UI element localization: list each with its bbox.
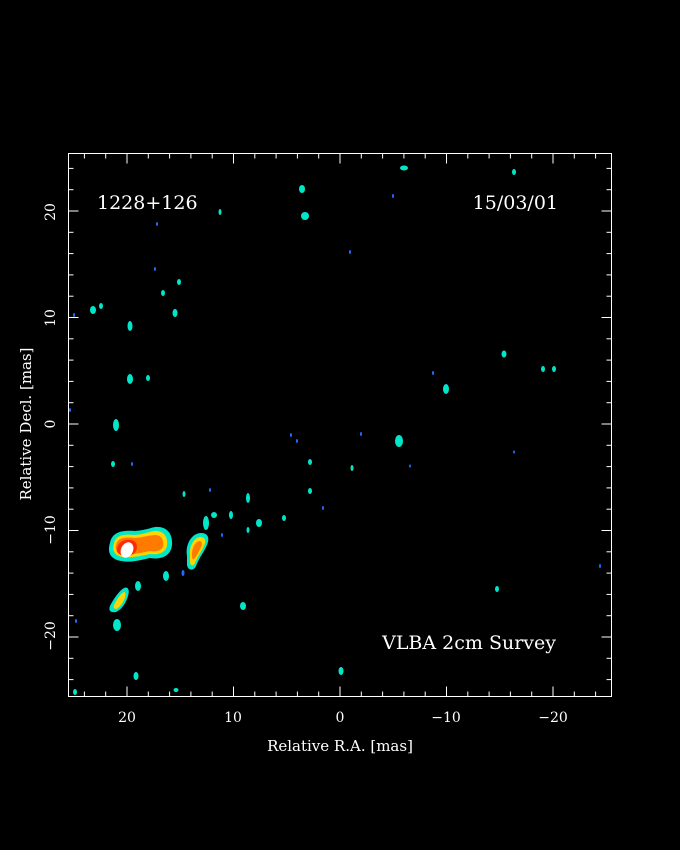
x-tick-label: −10	[431, 710, 461, 726]
y-tick-label: 0	[43, 420, 59, 429]
jet-knot-main	[108, 526, 173, 562]
jet-knot-secondary	[186, 516, 209, 570]
x-tick-label: 0	[336, 710, 345, 726]
y-axis-tick-labels: −20 −10 0 10 20	[43, 203, 59, 651]
faint-components	[69, 165, 601, 695]
source-name: 1228+126	[97, 192, 198, 214]
x-tick-label: −20	[538, 710, 568, 726]
jet-knot-lower	[109, 587, 129, 613]
x-tick-label: 20	[118, 710, 136, 726]
y-tick-label: −10	[43, 515, 59, 545]
y-axis-label: Relative Decl. [mas]	[17, 347, 35, 500]
x-axis-label: Relative R.A. [mas]	[267, 737, 413, 755]
y-tick-label: 10	[43, 309, 59, 327]
radio-emission-map	[69, 165, 601, 695]
x-axis-tick-labels: 20 10 0 −10 −20	[118, 710, 568, 726]
observation-date: 15/03/01	[473, 192, 558, 214]
survey-name: VLBA 2cm Survey	[381, 632, 556, 654]
x-tick-label: 10	[224, 710, 242, 726]
y-tick-label: −20	[43, 621, 59, 651]
plot-frame	[68, 153, 612, 697]
y-tick-label: 20	[43, 203, 59, 221]
axis-ticks	[68, 153, 612, 697]
